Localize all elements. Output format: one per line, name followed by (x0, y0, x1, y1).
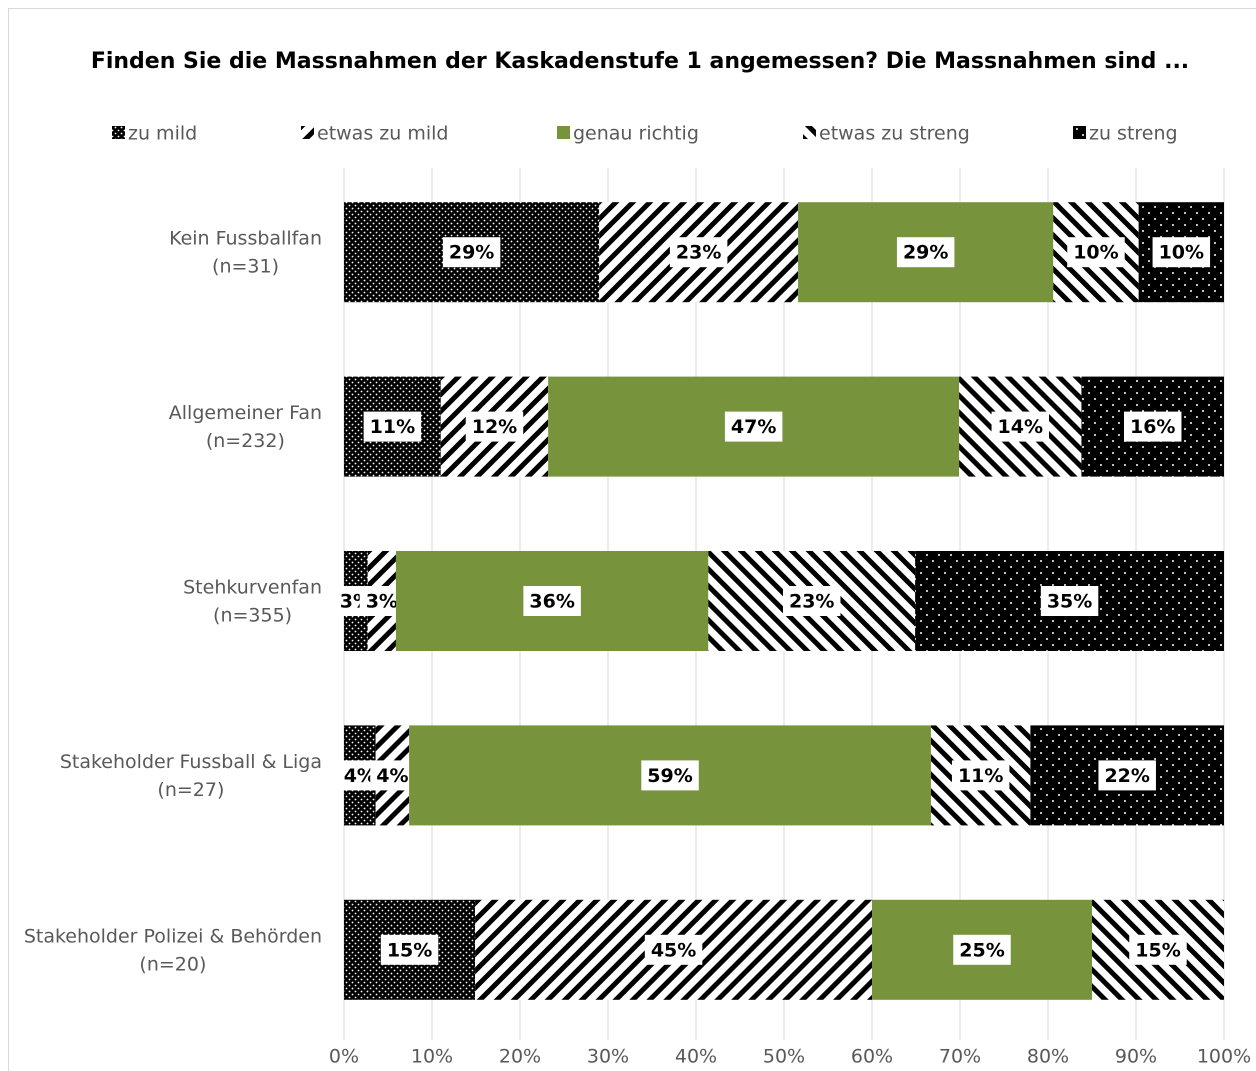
legend-swatch (557, 126, 570, 139)
x-tick-label: 80% (1027, 1046, 1069, 1068)
chart-border (8, 8, 1256, 1071)
data-label: 14% (998, 416, 1043, 438)
legend-swatch (112, 126, 125, 139)
data-label: 15% (1135, 939, 1180, 961)
chart-title: Finden Sie die Massnahmen der Kaskadenst… (91, 49, 1189, 74)
data-label: 15% (387, 939, 432, 961)
data-label-box (951, 760, 1010, 791)
data-label-box (370, 760, 415, 791)
data-label: 29% (449, 242, 494, 264)
data-label: 11% (370, 416, 415, 438)
x-tick-label: 100% (1197, 1046, 1251, 1068)
data-label-box (669, 237, 728, 268)
data-label: 29% (903, 242, 948, 264)
x-tick-label: 90% (1115, 1046, 1157, 1068)
data-label-box (782, 586, 841, 616)
y-tick-label: (n=232) (206, 430, 285, 452)
data-label: 4% (376, 765, 408, 787)
data-label: 22% (1104, 765, 1149, 787)
x-tick-label: 0% (329, 1046, 359, 1068)
x-tick-label: 10% (411, 1046, 453, 1068)
y-tick-label: Kein Fussballfan (169, 228, 322, 250)
y-tick-label: Stakeholder Fussball & Liga (60, 751, 322, 773)
data-label-box (1098, 760, 1156, 791)
data-label-box (953, 934, 1011, 965)
data-label-box (363, 411, 422, 442)
x-tick-label: 70% (939, 1046, 981, 1068)
x-tick-label: 60% (851, 1046, 893, 1068)
data-label: 35% (1047, 591, 1092, 613)
y-tick-label: (n=31) (212, 256, 279, 278)
data-label: 23% (676, 242, 721, 264)
data-label-box (380, 934, 439, 965)
legend-swatch (301, 126, 314, 139)
y-tick-label: Stehkurvenfan (183, 577, 322, 599)
y-tick-label: (n=355) (213, 605, 292, 627)
x-tick-label: 20% (499, 1046, 541, 1068)
data-label-box (641, 760, 699, 791)
legend-label: etwas zu mild (317, 123, 448, 145)
data-label: 45% (651, 939, 696, 961)
data-label-box (1040, 586, 1099, 616)
legend-swatch (1073, 126, 1086, 139)
data-label: 12% (472, 416, 517, 438)
data-label: 47% (731, 416, 776, 438)
y-tick-label: Stakeholder Polizei & Behörden (24, 925, 322, 947)
data-label: 59% (647, 765, 692, 787)
data-label: 10% (1073, 242, 1118, 264)
legend-swatch (803, 126, 816, 139)
data-label: 10% (1159, 242, 1204, 264)
data-label: 23% (789, 591, 834, 613)
legend-label: genau richtig (573, 123, 699, 145)
data-label-box (442, 237, 501, 268)
y-tick-label: Allgemeiner Fan (169, 402, 322, 424)
x-tick-label: 50% (763, 1046, 805, 1068)
y-tick-label: (n=20) (139, 953, 206, 975)
x-tick-label: 30% (587, 1046, 629, 1068)
data-label-box (523, 586, 581, 616)
y-tick-label: (n=27) (157, 779, 224, 801)
data-label-box (1152, 237, 1211, 268)
data-label-box (1067, 237, 1125, 268)
legend-label: zu streng (1089, 123, 1178, 145)
data-label: 36% (529, 591, 574, 613)
data-label-box (1123, 411, 1182, 442)
x-tick-label: 40% (675, 1046, 717, 1068)
data-label-box (465, 411, 524, 442)
data-label-box (644, 934, 703, 965)
data-label-box (1129, 934, 1187, 965)
data-label: 3% (366, 591, 398, 613)
data-label: 4% (344, 765, 376, 787)
data-label: 16% (1130, 416, 1175, 438)
legend-label: etwas zu streng (819, 123, 970, 145)
data-label: 11% (958, 765, 1003, 787)
data-label: 25% (959, 939, 1004, 961)
data-label-box (724, 411, 783, 442)
legend-label: zu mild (128, 123, 197, 145)
data-label-box (896, 237, 955, 268)
data-label-box (991, 411, 1050, 442)
